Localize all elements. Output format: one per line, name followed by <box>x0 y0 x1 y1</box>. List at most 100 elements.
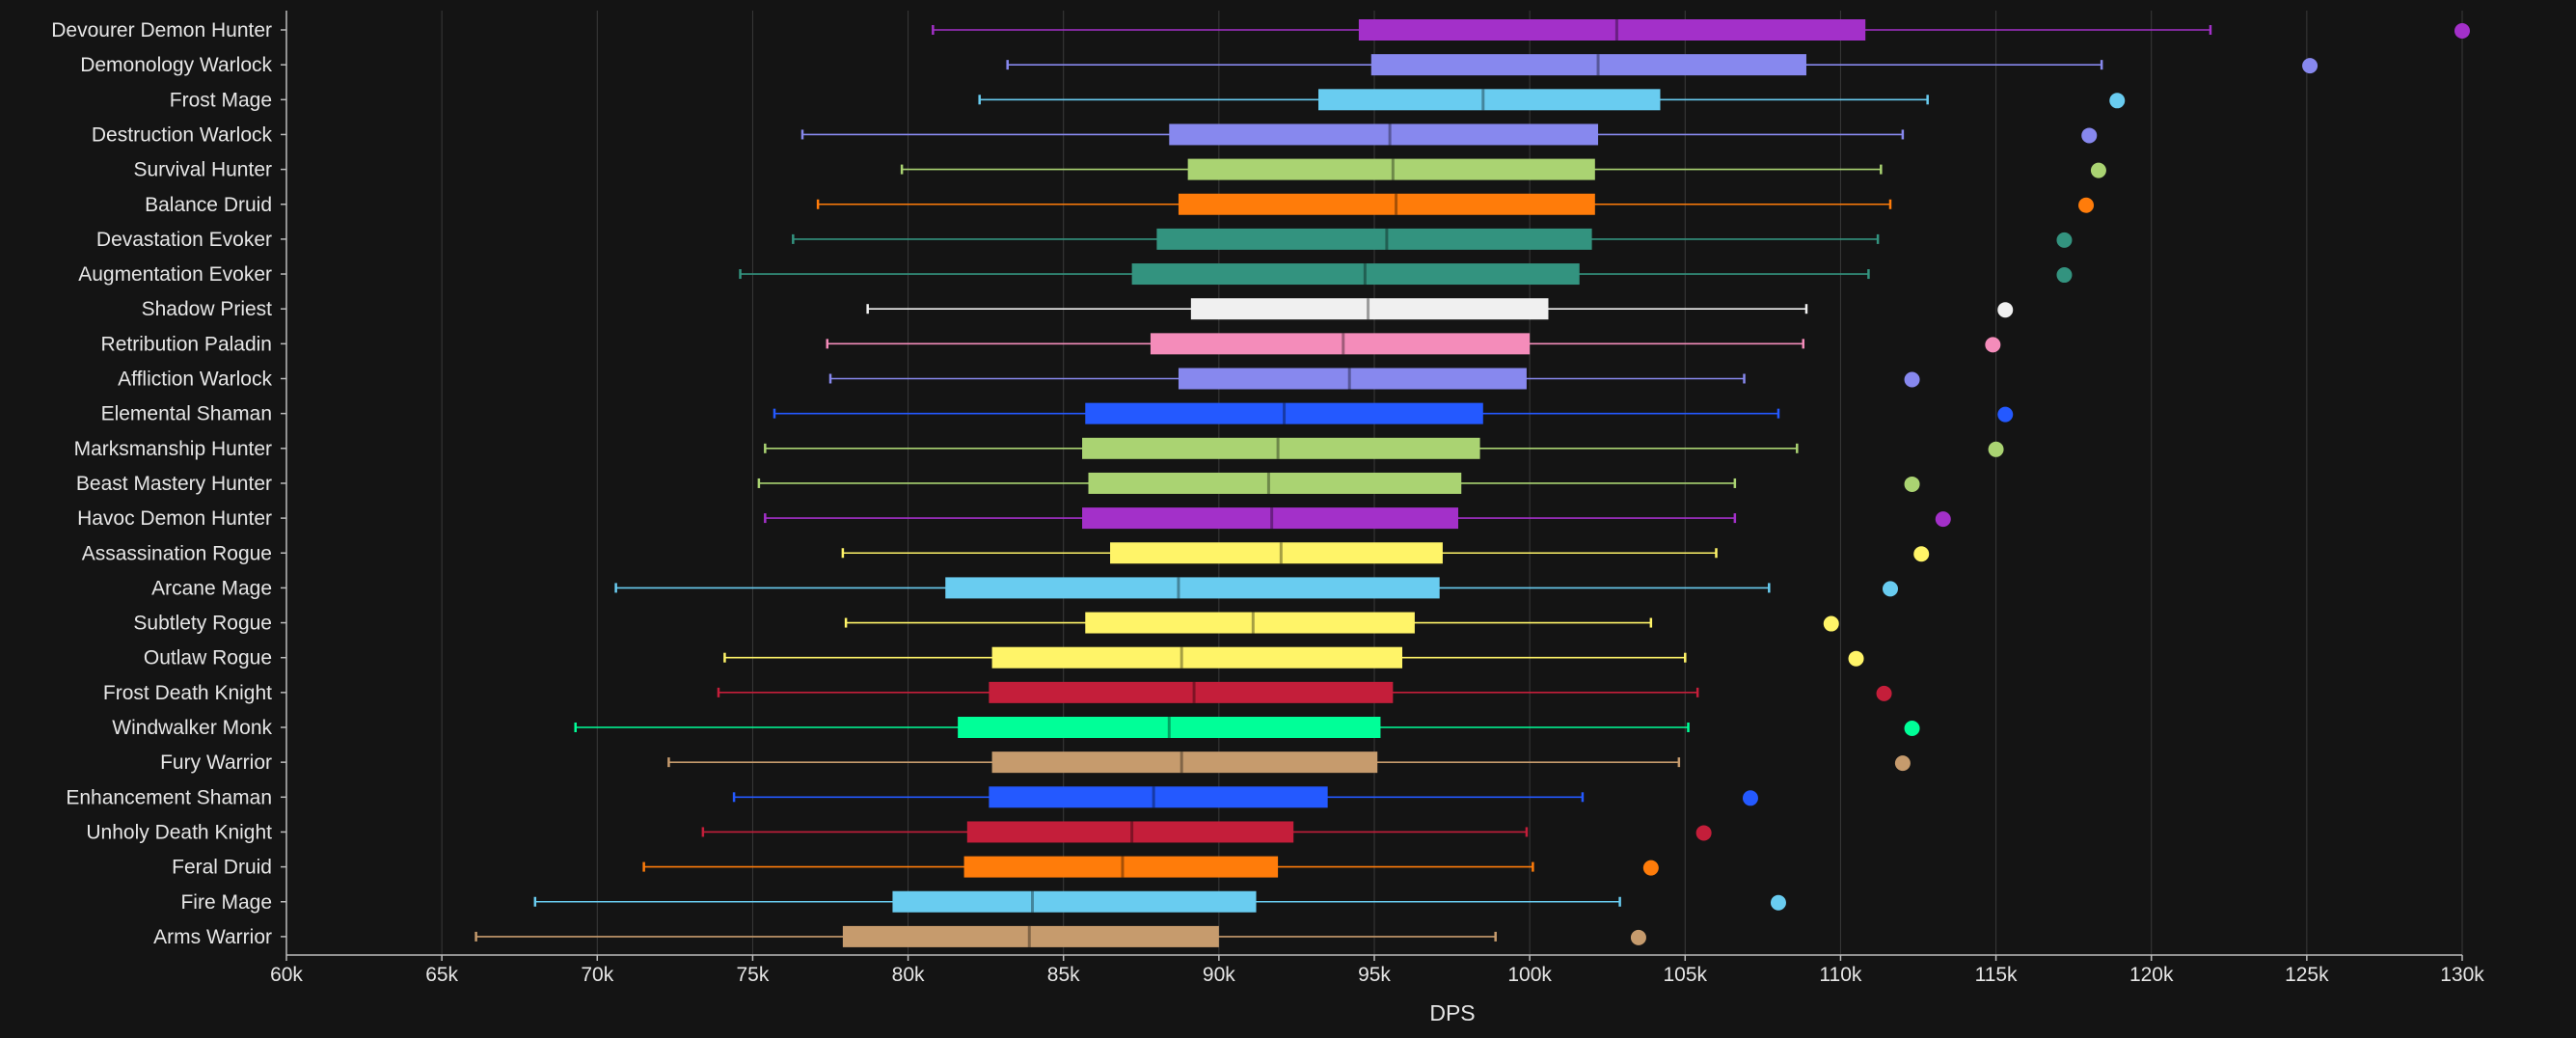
outlier-point <box>1894 755 1911 772</box>
category-label: Shadow Priest <box>142 298 273 320</box>
category-label: Beast Mastery Hunter <box>76 473 272 495</box>
category-label: Elemental Shaman <box>101 403 272 425</box>
x-tick-label: 105k <box>1664 964 1708 986</box>
iqr-box <box>963 856 1279 878</box>
outlier-point <box>1876 685 1892 701</box>
box-row <box>800 123 2098 146</box>
x-tick-label: 60k <box>270 964 303 986</box>
axes: 60k 65k 70k 75k 80k 85k 90k 95k 100k 105k 110k 115k… <box>270 11 2484 986</box>
outlier-point <box>1904 371 1920 388</box>
x-axis-title: DPS <box>1429 1000 1475 1025</box>
iqr-box <box>1169 123 1599 146</box>
iqr-box <box>1178 368 1527 390</box>
category-label: Affliction Warlock <box>118 369 272 391</box>
iqr-box <box>892 890 1257 913</box>
outlier-point <box>1997 302 2014 318</box>
category-label: Havoc Demon Hunter <box>77 507 272 530</box>
category-label: Arcane Mage <box>151 577 272 599</box>
box-row <box>642 856 1659 878</box>
x-tick-label: 75k <box>736 964 769 986</box>
iqr-box <box>1187 158 1595 180</box>
box-row <box>723 646 1864 669</box>
category-label: Demonology Warlock <box>80 54 272 76</box>
box-row <box>732 786 1758 808</box>
x-tick-label: 85k <box>1047 964 1080 986</box>
iqr-box <box>1131 263 1580 286</box>
box-row <box>816 193 2095 215</box>
outlier-point <box>2090 162 2106 178</box>
outlier-point <box>2109 93 2126 109</box>
outlier-point <box>1997 406 2014 423</box>
category-label: Outlaw Rogue <box>144 647 272 669</box>
x-tick-label: 120k <box>2129 964 2174 986</box>
box-row <box>614 577 1898 599</box>
outlier-point <box>1988 441 2004 457</box>
outlier-point <box>2302 58 2318 74</box>
outlier-point <box>1904 721 1920 736</box>
outlier-point <box>1742 790 1758 806</box>
boxes <box>475 19 2470 947</box>
category-label: Windwalker Monk <box>112 717 272 739</box>
iqr-box <box>991 646 1403 669</box>
iqr-box <box>1317 89 1661 111</box>
category-label: Frost Death Knight <box>103 682 272 704</box>
box-row <box>773 402 2014 424</box>
x-tick-label: 65k <box>425 964 458 986</box>
box-row <box>574 717 1920 738</box>
category-labels: Devourer Demon Hunter Demonology Warlock F… <box>51 19 272 948</box>
box-row <box>978 89 2126 111</box>
iqr-box <box>1178 193 1595 215</box>
category-label: Devourer Demon Hunter <box>51 19 272 41</box>
iqr-box <box>1370 54 1806 76</box>
outlier-point <box>2056 232 2073 248</box>
category-label: Unholy Death Knight <box>86 821 272 843</box>
x-tick-label: 125k <box>2285 964 2329 986</box>
box-row <box>826 333 2001 355</box>
outlier-point <box>1935 511 1951 528</box>
iqr-box <box>1190 298 1549 320</box>
category-label: Marksmanship Hunter <box>74 438 272 460</box>
outlier-point <box>1904 476 1920 492</box>
category-label: Fire Mage <box>180 891 272 914</box>
outlier-point <box>1985 337 2001 353</box>
outlier-point <box>1848 650 1864 667</box>
x-tick-label: 130k <box>2440 964 2484 986</box>
outlier-point <box>1913 546 1930 562</box>
box-row <box>667 751 1911 774</box>
outlier-point <box>1695 825 1712 841</box>
box-row <box>932 19 2470 41</box>
box-row <box>533 890 1786 913</box>
iqr-box <box>1082 507 1459 530</box>
box-row <box>764 507 1951 530</box>
iqr-box <box>958 717 1381 738</box>
box-row <box>866 298 2014 320</box>
outlier-point <box>1630 929 1646 945</box>
category-label: Devastation Evoker <box>96 229 272 251</box>
outlier-point <box>1770 894 1786 911</box>
iqr-box <box>1150 333 1531 355</box>
x-tick-label: 70k <box>581 964 613 986</box>
iqr-box <box>1358 19 1866 41</box>
category-label: Feral Druid <box>172 857 272 879</box>
box-row <box>841 542 1930 564</box>
iqr-box <box>989 681 1394 703</box>
outlier-point <box>2454 23 2470 39</box>
box-row <box>475 925 1646 947</box>
iqr-box <box>989 786 1328 808</box>
iqr-box <box>842 925 1219 947</box>
outlier-point <box>2056 267 2073 284</box>
outlier-point <box>2078 197 2095 213</box>
outlier-point <box>2081 127 2098 144</box>
category-label: Frost Mage <box>170 89 272 111</box>
x-tick-label: 90k <box>1203 964 1235 986</box>
category-label: Enhancement Shaman <box>66 786 272 808</box>
box-row <box>764 437 2004 459</box>
box-row <box>757 472 1920 494</box>
outlier-point <box>1642 860 1659 876</box>
category-label: Augmentation Evoker <box>78 263 272 286</box>
x-tick-label: 100k <box>1507 964 1552 986</box>
category-label: Retribution Paladin <box>101 333 272 355</box>
iqr-box <box>1088 472 1462 494</box>
iqr-box <box>1085 402 1483 424</box>
